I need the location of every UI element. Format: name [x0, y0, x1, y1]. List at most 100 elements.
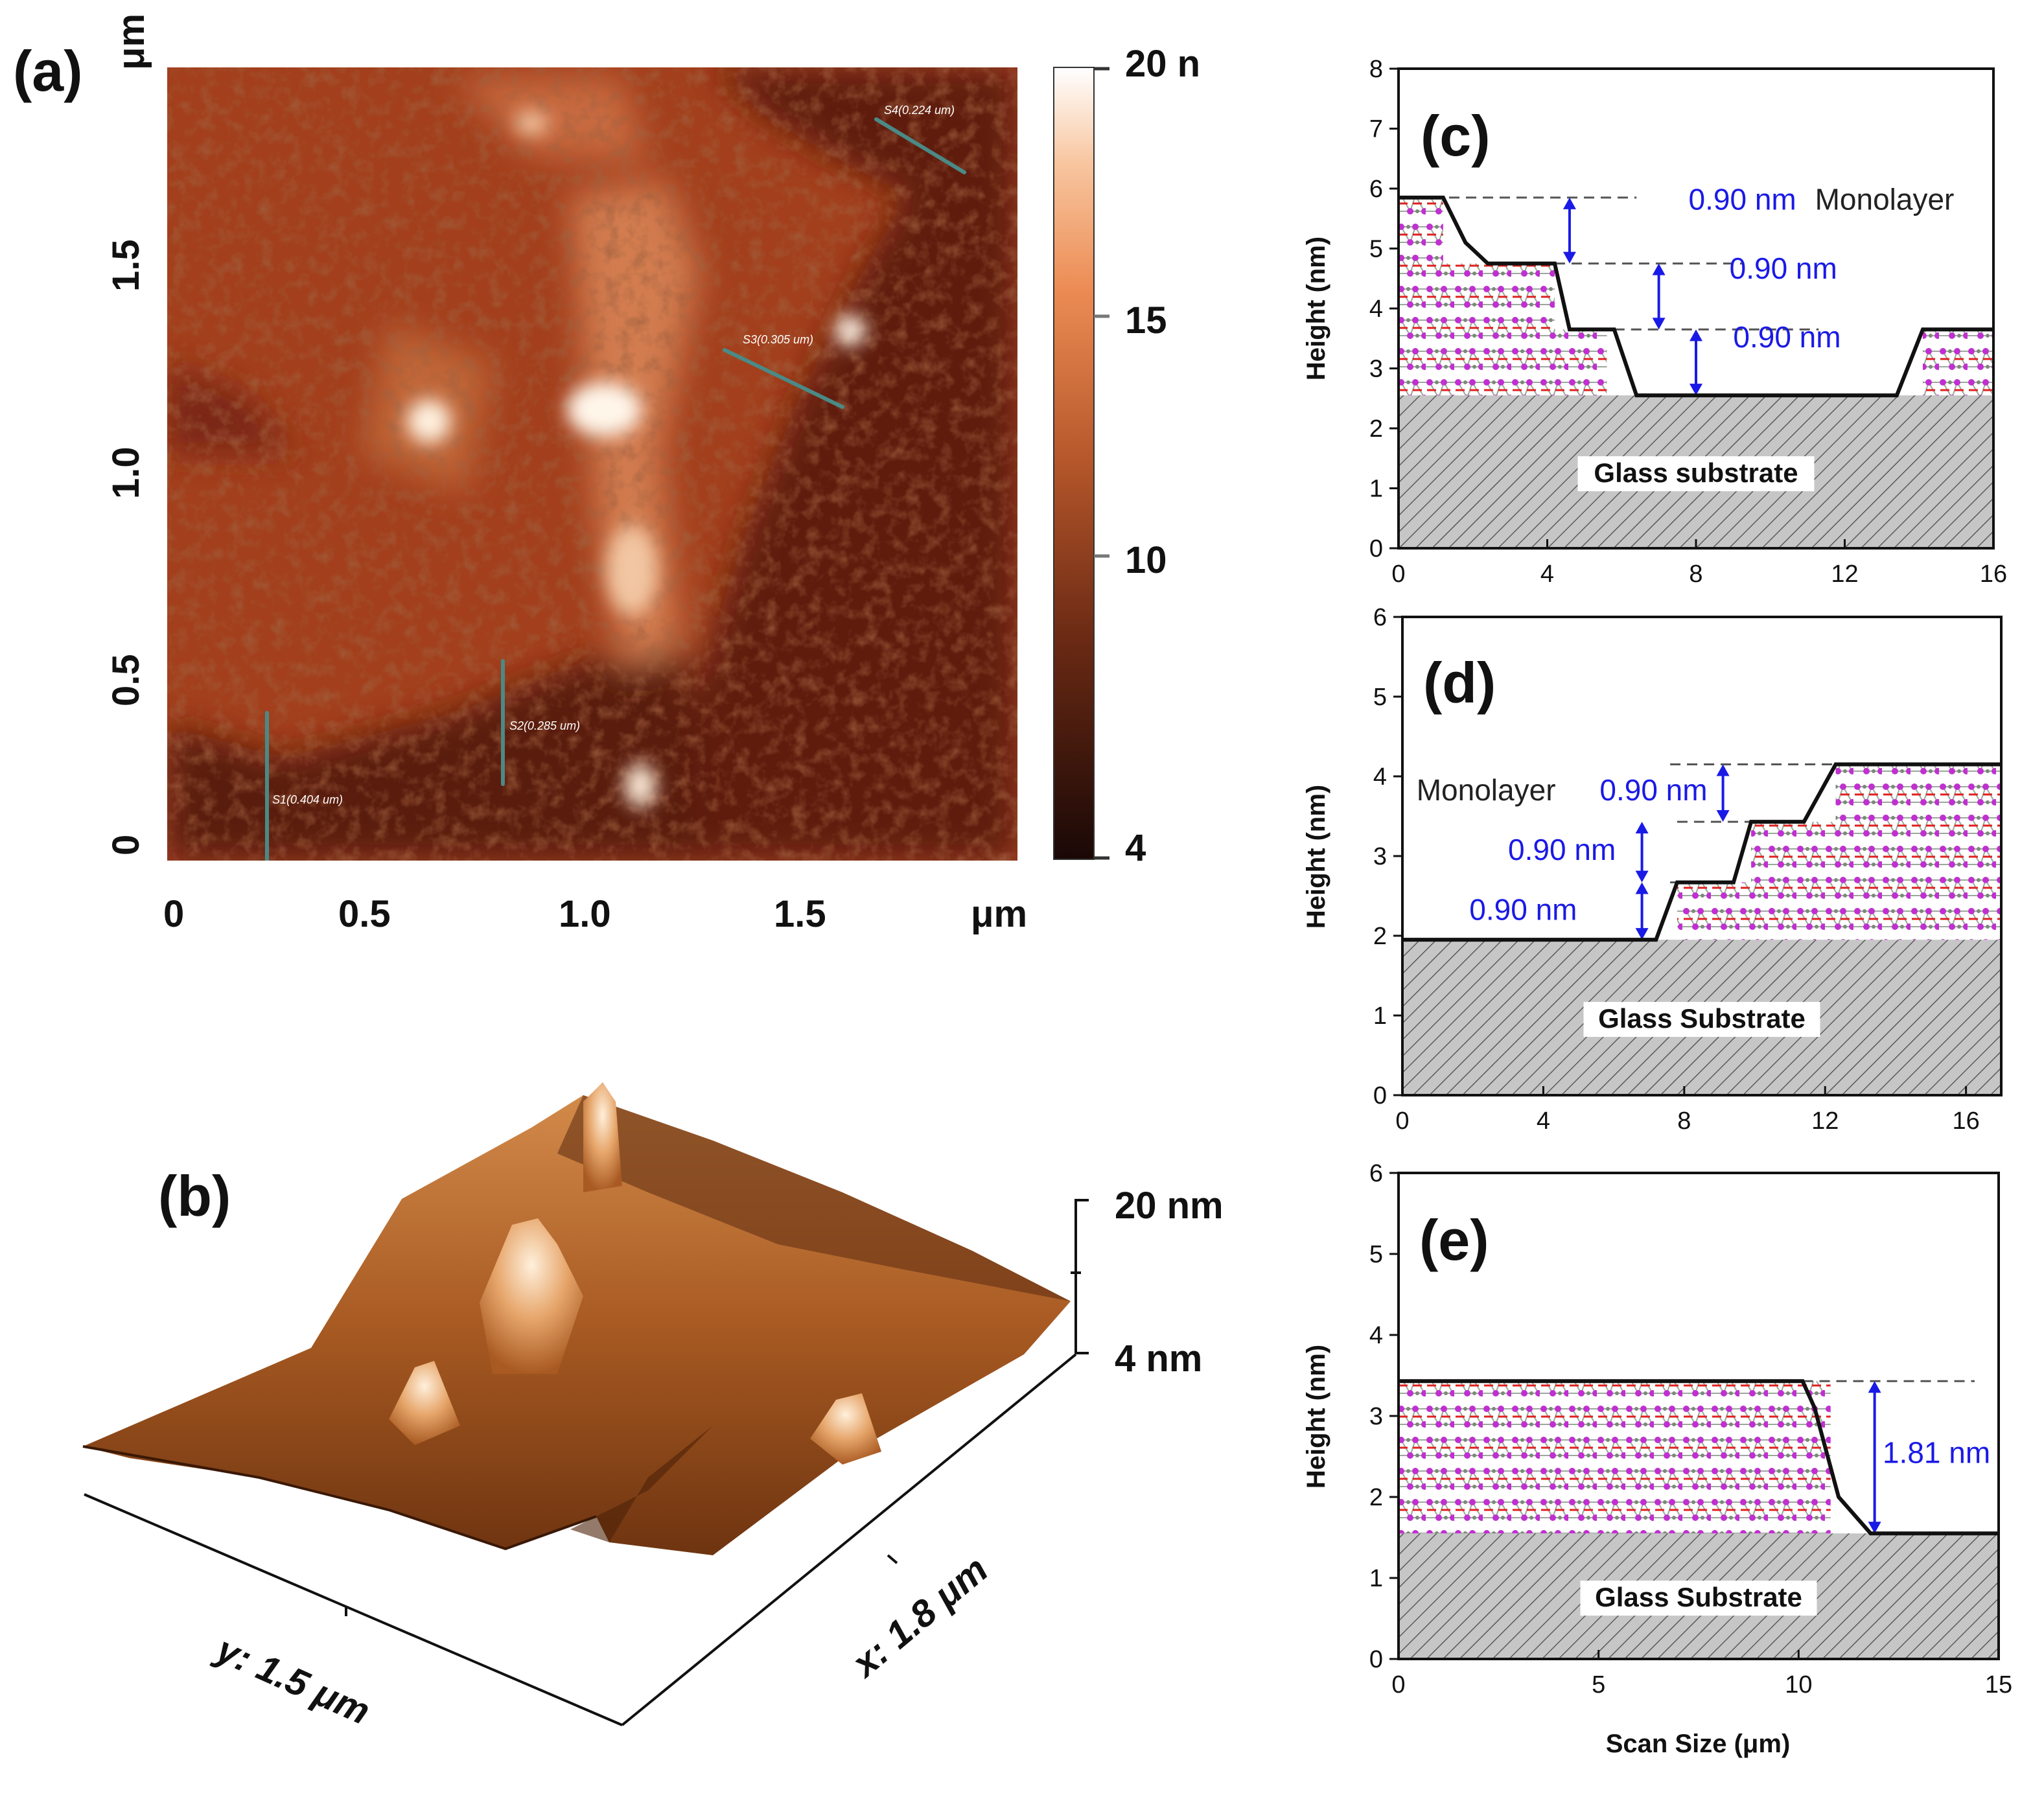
colorbar: 20 n 15 10 4 — [1053, 43, 1200, 869]
y-tick-label-5: 5 — [1369, 236, 1383, 263]
axis-ticks: 0 5 10 15 0 1 2 3 4 5 6 — [1369, 1160, 2012, 1698]
y-tick-label-6: 6 — [1369, 176, 1383, 203]
substrate-label: Glass substrate — [1594, 458, 1798, 488]
step-arrows — [1868, 1381, 1881, 1534]
peak-left — [389, 1361, 460, 1445]
panel-a-ytick-1: 0.5 — [105, 654, 147, 706]
y-tick-label-7: 7 — [1369, 116, 1383, 143]
y-tick-label-5: 5 — [1373, 684, 1387, 711]
colorbar-max: 20 n — [1125, 43, 1200, 85]
surface-far-ridge — [557, 1095, 1071, 1301]
layer-block-0 — [1677, 882, 2001, 940]
annotation-2: 0.90 nm — [1508, 833, 1616, 866]
peak-right — [810, 1393, 881, 1465]
panel-b-y-axis-label: y: 1.5 μm — [209, 1627, 376, 1733]
x-tick-label-3: 12 — [1811, 1107, 1839, 1135]
height-profile — [1399, 1379, 1999, 1536]
panel-a-y-unit: μm — [110, 14, 152, 70]
panel-d: Monolayer 0.90 nm 0.90 nm 0.90 nm Glass Sub… — [1302, 604, 2003, 1135]
colorbar-min: 4 — [1125, 827, 1146, 869]
y-tick-label-5: 5 — [1369, 1241, 1383, 1268]
step-arrow-0 — [1562, 197, 1576, 264]
y-tick-label-3: 3 — [1369, 1403, 1383, 1430]
x-tick-label-1: 4 — [1540, 561, 1554, 588]
scan-label-s3: S3(0.305 um) — [743, 333, 813, 346]
x-tick-label-1: 4 — [1537, 1107, 1550, 1135]
panel-a-letter: (a) — [13, 39, 83, 103]
step-arrows — [1562, 197, 1702, 396]
layer-block-0 — [1399, 1381, 1831, 1534]
layer-block-2 — [1835, 764, 2001, 822]
peak-center — [480, 1218, 583, 1374]
x-tick-label-0: 0 — [1391, 1671, 1405, 1698]
y-tick-label-0: 0 — [1373, 1082, 1387, 1109]
panel-a-x-ticks: 0 0.5 1.0 1.5 μm — [163, 893, 1027, 935]
step-arrow-0 — [1635, 882, 1649, 940]
height-profile — [1399, 195, 1993, 398]
afm-3d-surface — [82, 1082, 1071, 1555]
step-arrow-1 — [1652, 263, 1666, 330]
height-annotations: 1.81 nm — [1883, 1436, 1990, 1470]
y-tick-label-0: 0 — [1369, 535, 1383, 562]
step-arrow-2 — [1716, 764, 1730, 822]
panel-d-letter: (d) — [1423, 651, 1496, 715]
panel-a-y-ticks: 0 0.5 1.0 1.5 — [105, 239, 147, 855]
y-tick-label-3: 3 — [1373, 843, 1387, 870]
y-tick-label-8: 8 — [1369, 56, 1383, 83]
annotation-0: Monolayer — [1417, 773, 1556, 807]
panel-c-letter: (c) — [1421, 104, 1491, 168]
x-tick-label-0: 0 — [1391, 561, 1405, 588]
x-tick-label-3: 15 — [1985, 1671, 2012, 1698]
panel-e-letter: (e) — [1419, 1208, 1489, 1272]
panel-b-letter: (b) — [158, 1164, 231, 1228]
scan-label-s2: S2(0.285 um) — [509, 719, 580, 732]
y-tick-label-6: 6 — [1369, 1160, 1383, 1187]
colorbar-tick-15: 15 — [1125, 299, 1167, 342]
y-tick-label-2: 2 — [1373, 923, 1387, 950]
annotation-1: 0.90 nm — [1730, 251, 1837, 285]
panel-a-xtick-0: 0 — [163, 893, 184, 935]
afm-height-map: S1(0.404 um) S2(0.285 um) S3(0.305 um) S… — [167, 67, 1017, 861]
annotation-1: 0.90 nm — [1599, 773, 1707, 807]
step-arrow-0 — [1868, 1381, 1881, 1534]
panel-b-axes — [84, 1199, 1089, 1726]
step-arrow-2 — [1690, 329, 1702, 396]
panel-e: 1.81 nm Glass Substrate 0 5 10 15 0 1 2 3 4 5 6 (e… — [1302, 1160, 2012, 1758]
panel-a-ytick-3: 1.5 — [105, 239, 147, 292]
x-tick-label-4: 16 — [1953, 1107, 1980, 1135]
annotation-0: 1.81 nm — [1883, 1436, 1990, 1470]
height-profile — [1402, 762, 2001, 942]
panel-a: (a) μm — [13, 14, 1200, 935]
colorbar-gradient — [1053, 67, 1095, 860]
panel-d-y-label: Height (nm) — [1302, 785, 1330, 929]
x-tick-label-2: 8 — [1677, 1107, 1691, 1135]
x-tick-label-3: 12 — [1831, 561, 1858, 588]
annotation-3: 0.90 nm — [1469, 892, 1577, 926]
panel-b-z-top: 20 nm — [1115, 1185, 1224, 1227]
panel-e-x-label: Scan Size (μm) — [1606, 1730, 1791, 1758]
substrate-label: Glass Substrate — [1595, 1582, 1802, 1612]
scan-lines — [265, 117, 966, 861]
y-tick-label-1: 1 — [1369, 476, 1383, 503]
x-tick-label-2: 8 — [1689, 561, 1702, 588]
substrate-label-bg — [1577, 456, 1815, 492]
peak-tall — [583, 1082, 622, 1192]
layer-block-3 — [1922, 329, 1993, 396]
y-tick-label-6: 6 — [1373, 604, 1387, 631]
annotation-2: 0.90 nm — [1733, 320, 1841, 354]
step-arrow-1 — [1635, 822, 1649, 883]
scan-line-s4[interactable] — [874, 117, 966, 174]
y-tick-label-2: 2 — [1369, 415, 1383, 443]
annotation-0: 0.90 nm — [1689, 182, 1796, 216]
height-annotations: Monolayer 0.90 nm 0.90 nm 0.90 nm — [1417, 773, 1708, 927]
layer-blocks — [1399, 1381, 1831, 1534]
substrate-label-bg — [1583, 1002, 1820, 1038]
x-tick-label-4: 16 — [1980, 561, 2007, 588]
y-tick-label-3: 3 — [1369, 356, 1383, 383]
y-tick-label-1: 1 — [1373, 1003, 1387, 1030]
scan-line-s3[interactable] — [723, 348, 844, 409]
panel-b-x-axis-label: x: 1.8 μm — [842, 1548, 995, 1686]
